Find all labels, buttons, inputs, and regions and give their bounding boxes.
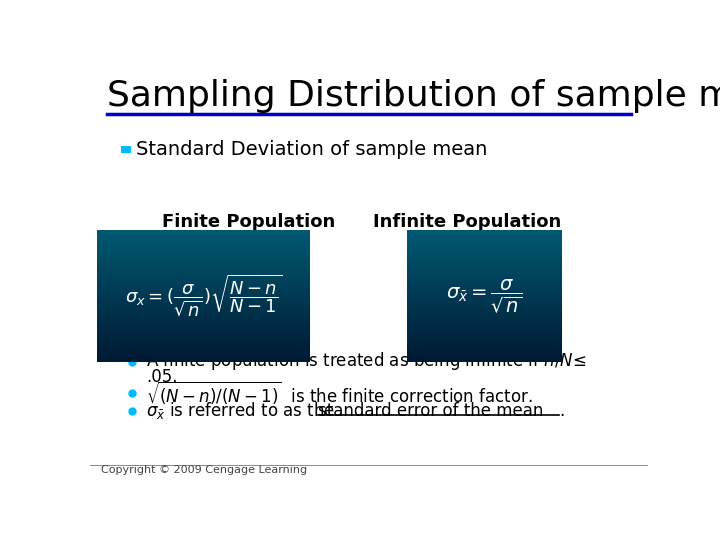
Text: $\sqrt{(N-n)/(N-1)}$  is the finite correction factor.: $\sqrt{(N-n)/(N-1)}$ is the finite corre… [145, 380, 533, 407]
Text: .05.: .05. [145, 368, 177, 386]
Text: Copyright © 2009 Cengage Learning: Copyright © 2009 Cengage Learning [101, 465, 307, 475]
Text: .: . [559, 402, 564, 420]
Text: Infinite Population: Infinite Population [372, 213, 561, 231]
Text: $\sigma_{\bar{x}} = \dfrac{\sigma}{\sqrt{n}}$: $\sigma_{\bar{x}} = \dfrac{\sigma}{\sqrt… [446, 276, 523, 315]
Text: standard error of the mean: standard error of the mean [318, 402, 543, 420]
Text: Finite Population: Finite Population [163, 213, 336, 231]
Text: A finite population is treated as being infinite if $n/N\!\leq$: A finite population is treated as being … [145, 350, 587, 372]
FancyBboxPatch shape [121, 146, 131, 153]
Text: Standard Deviation of sample mean: Standard Deviation of sample mean [136, 140, 487, 159]
Text: $\sigma_x = (\dfrac{\sigma}{\sqrt{n}})\sqrt{\dfrac{N-n}{N-1}}$: $\sigma_x = (\dfrac{\sigma}{\sqrt{n}})\s… [125, 273, 282, 319]
Text: $\sigma_{\bar{x}}$ is referred to as the: $\sigma_{\bar{x}}$ is referred to as the [145, 400, 336, 421]
Text: Sampling Distribution of sample mean: Sampling Distribution of sample mean [107, 79, 720, 113]
